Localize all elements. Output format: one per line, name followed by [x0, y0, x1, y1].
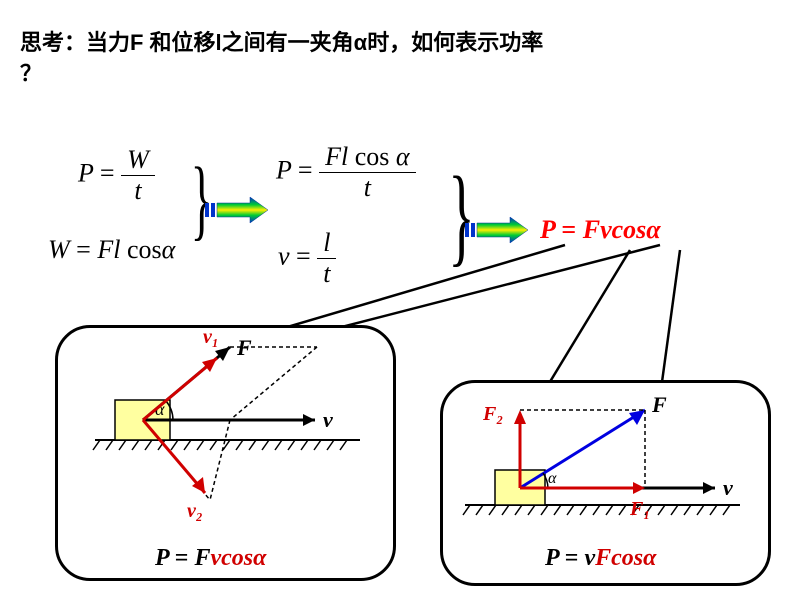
svg-text:v: v [723, 475, 733, 500]
svg-text:F₂: F₂ [482, 403, 503, 425]
svg-text:v: v [323, 407, 333, 432]
diagram-left: v F α v₁ v₂ [55, 325, 390, 575]
panel-left-eq: P = Fvcosα [155, 545, 266, 572]
svg-text:F: F [651, 392, 667, 417]
svg-text:F₁: F₁ [629, 498, 650, 520]
svg-text:v₂: v₂ [187, 500, 203, 522]
panel-right-eq: P = vFcosα [545, 545, 656, 572]
svg-text:v₁: v₁ [203, 326, 219, 348]
svg-text:α: α [548, 470, 557, 487]
